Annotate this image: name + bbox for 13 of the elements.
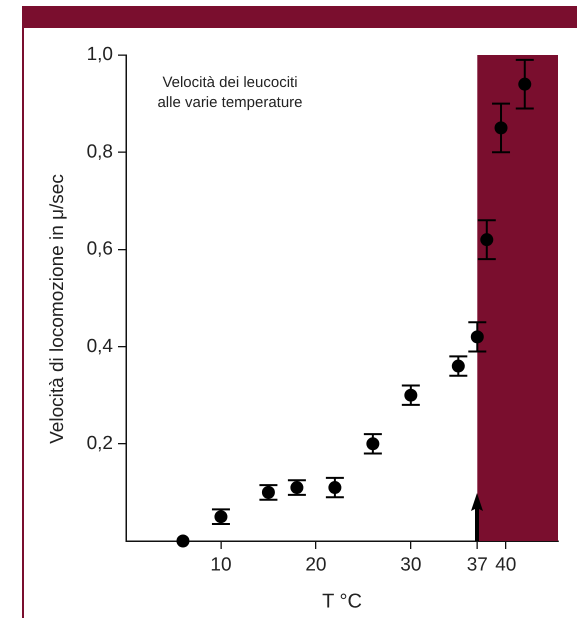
x-tick-label: 20	[305, 554, 326, 576]
x-tick-label: 40	[495, 554, 516, 576]
y-tick-label: 0,2	[86, 433, 113, 454]
x-tick-label: 37	[466, 554, 488, 576]
x-tick-label: 10	[210, 554, 232, 576]
y-tick-label: 0,4	[86, 336, 114, 357]
y-tick-label: 1,0	[86, 44, 113, 66]
x-axis-title: T °C	[322, 590, 362, 613]
y-tick-label: 0,8	[86, 141, 113, 162]
y-axis-title: Velocità di locomozione in μ/sec	[47, 174, 68, 444]
text: Velocità dei leucociti alle varie temperature	[156, 73, 304, 113]
y-tick-label: 0,6	[86, 238, 113, 260]
x-tick-label: 30	[400, 554, 422, 576]
